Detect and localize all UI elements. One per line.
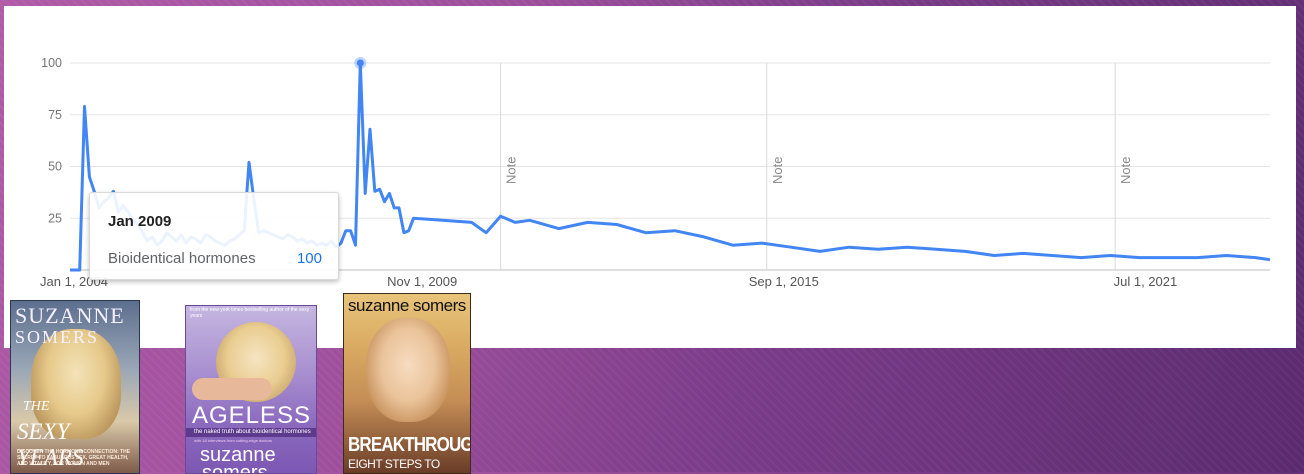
highlight-point: [356, 59, 364, 67]
book-cover-ageless: from the new york times bestselling auth…: [185, 305, 317, 474]
note-label: Note: [770, 157, 785, 184]
book-tagline: DISCOVER THE HORMONE CONNECTION: THE SEC…: [17, 449, 131, 467]
book-author-first: suzanne: [200, 444, 276, 466]
x-tick-label: Jul 1, 2021: [1114, 274, 1178, 289]
y-tick-label: 75: [48, 108, 62, 122]
book-title: SEXY YEARS: [17, 419, 84, 470]
book-subtitle: EIGHT STEPS TO WELLNESS: [348, 457, 440, 473]
y-tick-label: 25: [48, 211, 62, 225]
note-label: Note: [1118, 157, 1133, 184]
author-arm: [192, 378, 272, 400]
tooltip-series-name: Bioidentical hormones: [108, 250, 256, 267]
author-portrait: [31, 329, 121, 439]
book-cover-sexy-years: SUZANNE SOMERS THE SEXY YEARS DISCOVER T…: [10, 300, 140, 474]
book-author-first: SUZANNE: [15, 303, 125, 328]
book-subtitle: the naked truth about bioidentical hormo…: [194, 429, 311, 435]
book-title: AGELESS: [192, 402, 312, 429]
y-tick-label: 100: [41, 56, 62, 70]
x-tick-label: Sep 1, 2015: [749, 274, 819, 289]
book-author-last: SOMERS: [15, 327, 100, 347]
book-cover-breakthrough: suzanne somers BREAKTHROUGH EIGHT STEPS …: [343, 293, 471, 474]
subtitle-band: [186, 428, 316, 437]
book-fine-print: with 18 interviews from cutting-edge doc…: [194, 438, 273, 443]
book-title-the: THE: [23, 399, 50, 414]
trend-chart-card: 100 75 50 25 Jan 1, 2004 Nov 1, 2009 Sep 1, 20…: [4, 6, 1296, 348]
tooltip-date: Jan 2009: [108, 213, 172, 230]
book-author: suzanne somers: [348, 296, 466, 315]
chart-tooltip: Jan 2009 Bioidentical hormones 100: [89, 192, 339, 280]
book-blurb: from the new york times bestselling auth…: [190, 307, 310, 319]
author-portrait: [366, 318, 450, 422]
book-title: BREAKTHROUGH: [348, 434, 471, 456]
y-tick-label: 50: [48, 160, 62, 174]
note-label: Note: [504, 157, 519, 184]
book-author-last: somers: [202, 462, 268, 474]
tooltip-value: 100: [296, 250, 322, 267]
x-tick-label: Nov 1, 2009: [387, 274, 457, 289]
